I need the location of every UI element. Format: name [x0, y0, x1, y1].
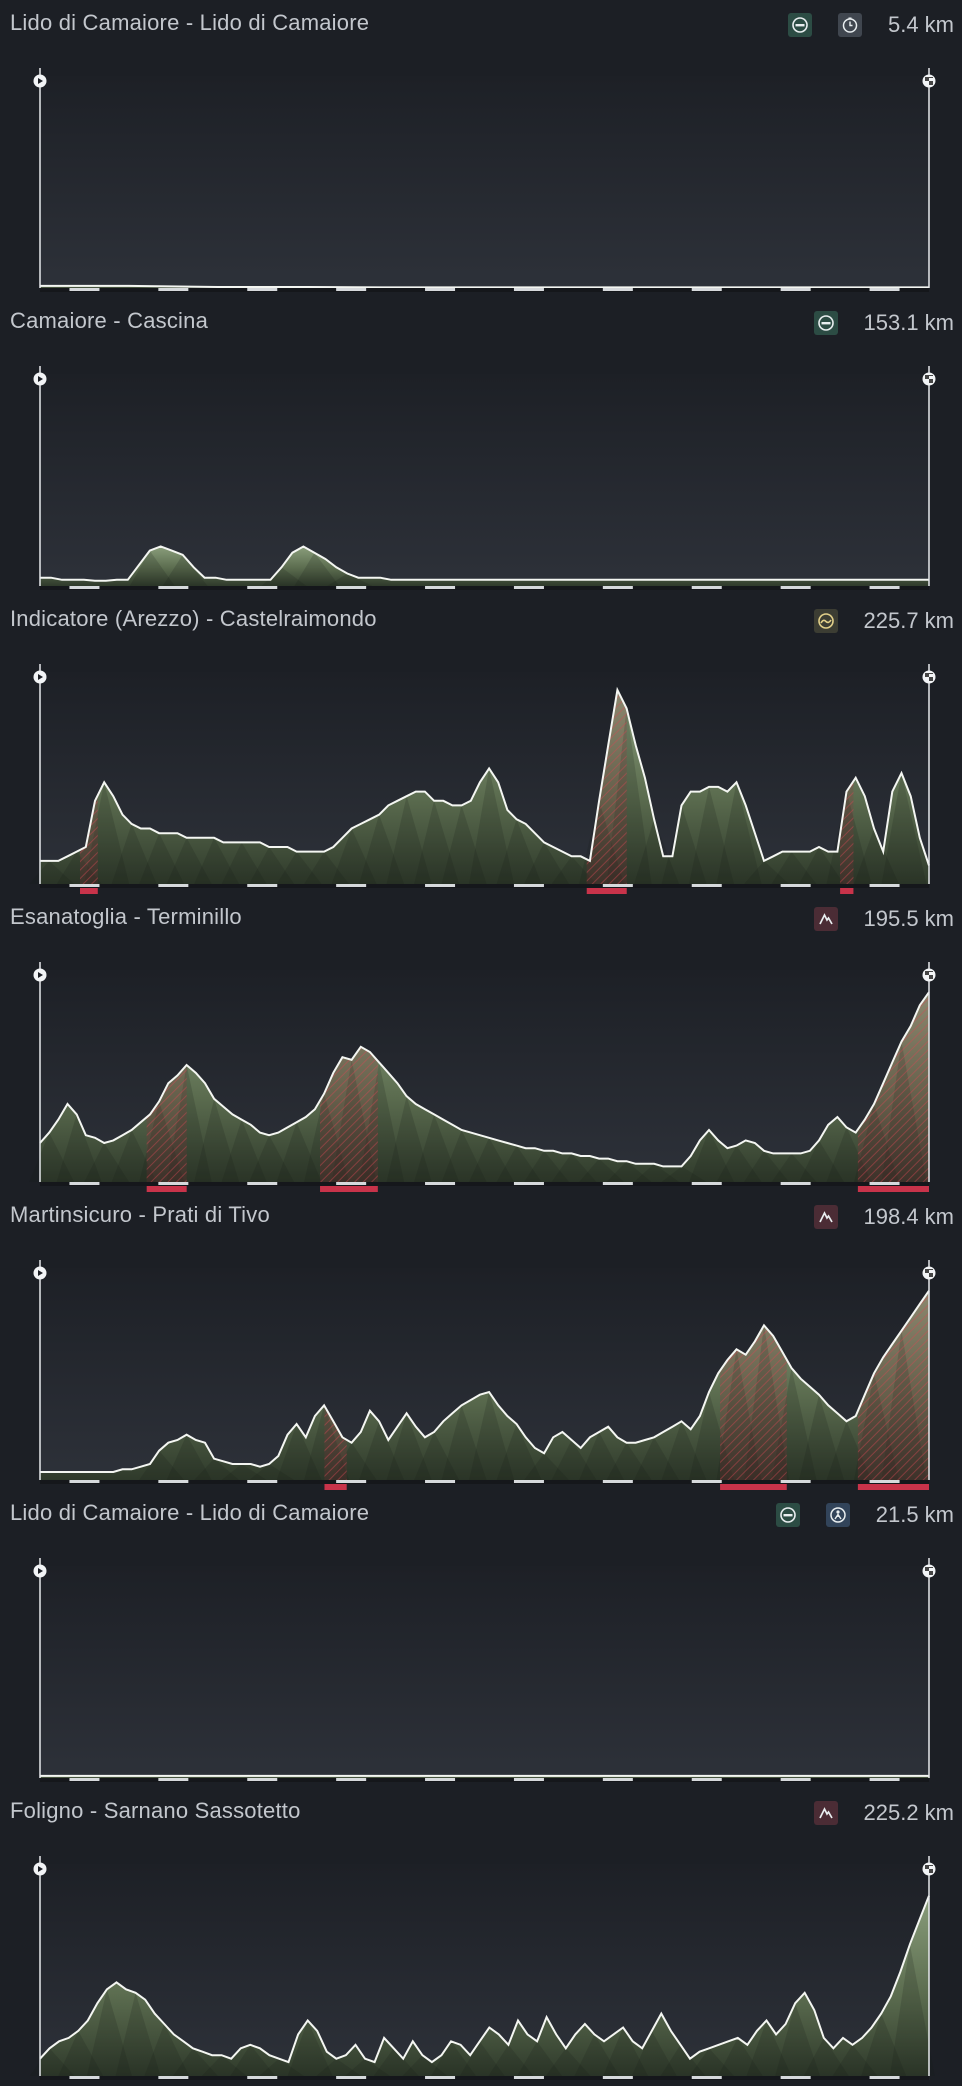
- start-flag-icon: [33, 74, 47, 88]
- elevation-profile: [29, 664, 936, 894]
- stage-header: Lido di Camaiore - Lido di Camaiore 21.5 …: [0, 1490, 962, 1540]
- elevation-profile: [33, 366, 936, 590]
- stage-header: Lido di Camaiore - Lido di Camaiore 5.4 k…: [0, 0, 962, 50]
- finish-flag-icon: [922, 372, 936, 386]
- stage-card[interactable]: Lido di Camaiore - Lido di Camaiore 21.5 …: [0, 1490, 962, 1788]
- stage-header: Martinsicuro - Prati di Tivo 198.4 km: [0, 1192, 962, 1242]
- stage-distance: 198.4 km: [863, 1204, 955, 1229]
- stage-distance: 153.1 km: [863, 310, 955, 335]
- elevation-area: [40, 546, 929, 586]
- stage-header: Indicatore (Arezzo) - Castelraimondo 225.…: [0, 596, 962, 646]
- stage-card[interactable]: Indicatore (Arezzo) - Castelraimondo 225.…: [0, 596, 962, 894]
- stage-title: Foligno - Sarnano Sassotetto: [10, 1798, 301, 1823]
- stage-distance: 195.5 km: [863, 906, 955, 931]
- climb-marker: [146, 1184, 187, 1192]
- elevation-line: [40, 686, 930, 866]
- finish-flag-icon: [922, 1266, 936, 1280]
- stage-meta: 5.4 km: [787, 11, 954, 39]
- elevation-line: [40, 284, 929, 289]
- finish-flag-icon: [922, 670, 936, 684]
- flat-stage-icon: [813, 311, 838, 335]
- climb-marker: [720, 1482, 787, 1490]
- start-flag-icon: [33, 670, 47, 684]
- mountain-stage-icon: [813, 907, 838, 931]
- stage-meta: 21.5 km: [775, 1501, 954, 1529]
- stage-title: Lido di Camaiore - Lido di Camaiore: [10, 10, 370, 35]
- mountain-stage-icon: [813, 1205, 838, 1229]
- climb-marker: [857, 1184, 929, 1192]
- elevation-area: [40, 1895, 929, 2076]
- elevation-profile: [33, 1558, 936, 1782]
- hilly-stage-icon: [813, 609, 838, 633]
- stage-header: Camaiore - Cascina 153.1 km: [0, 298, 962, 348]
- elevation-area: [40, 992, 929, 1182]
- start-flag-icon: [33, 1862, 47, 1876]
- stage-meta: 225.7 km: [813, 607, 955, 635]
- elevation-profile: [33, 68, 936, 292]
- stage-title: Martinsicuro - Prati di Tivo: [10, 1202, 270, 1227]
- finish-flag-icon: [922, 1862, 936, 1876]
- stage-card[interactable]: Martinsicuro - Prati di Tivo 198.4 km: [0, 1192, 962, 1490]
- climb-marker: [324, 1482, 347, 1490]
- stage-title: Lido di Camaiore - Lido di Camaiore: [10, 1500, 370, 1525]
- stage-meta: 195.5 km: [813, 905, 955, 933]
- stage-meta: 153.1 km: [813, 309, 955, 337]
- stage-distance: 225.2 km: [863, 1800, 955, 1825]
- climb-marker: [320, 1184, 378, 1192]
- stage-distance: 5.4 km: [887, 12, 954, 37]
- stage-distance: 225.7 km: [863, 608, 955, 633]
- individual-time-trial-icon: [837, 13, 862, 37]
- climb-marker: [80, 886, 98, 894]
- climb-marker: [857, 1482, 929, 1490]
- start-flag-icon: [33, 1564, 47, 1578]
- stage-header: Esanatoglia - Terminillo 195.5 km: [0, 894, 962, 944]
- stage-meta: 225.2 km: [813, 1799, 955, 1827]
- flat-stage-icon: [775, 1503, 800, 1527]
- stage-card[interactable]: Esanatoglia - Terminillo 195.5 km: [0, 894, 962, 1192]
- stage-card[interactable]: Foligno - Sarnano Sassotetto 225.2 km: [0, 1788, 962, 2086]
- stage-meta: 198.4 km: [813, 1203, 955, 1231]
- finish-flag-icon: [922, 1564, 936, 1578]
- elevation-line: [40, 545, 929, 582]
- elevation-line: [40, 1290, 930, 1473]
- elevation-line: [39, 991, 930, 1168]
- elevation-area: [40, 1290, 929, 1480]
- stage-title: Indicatore (Arezzo) - Castelraimondo: [10, 606, 377, 631]
- elevation-profile: [29, 1856, 936, 2080]
- finish-flag-icon: [922, 968, 936, 982]
- flat-stage-icon: [787, 13, 812, 37]
- team-time-trial-icon: [825, 1503, 850, 1527]
- climb-marker: [586, 886, 627, 894]
- elevation-area: [40, 689, 929, 884]
- stage-header: Foligno - Sarnano Sassotetto 225.2 km: [0, 1788, 962, 1838]
- stage-card[interactable]: Camaiore - Cascina 153.1 km: [0, 298, 962, 596]
- stage-distance: 21.5 km: [875, 1502, 954, 1527]
- start-flag-icon: [33, 372, 47, 386]
- elevation-profile: [29, 962, 936, 1192]
- stage-title: Esanatoglia - Terminillo: [10, 904, 242, 929]
- elevation-line: [39, 1895, 930, 2064]
- finish-flag-icon: [922, 74, 936, 88]
- elevation-profile: [33, 1260, 936, 1490]
- stage-title: Camaiore - Cascina: [10, 308, 209, 333]
- stage-card[interactable]: Lido di Camaiore - Lido di Camaiore 5.4 k…: [0, 0, 962, 298]
- climb-marker: [840, 886, 854, 894]
- start-flag-icon: [33, 968, 47, 982]
- start-flag-icon: [33, 1266, 47, 1280]
- mountain-stage-icon: [813, 1801, 838, 1825]
